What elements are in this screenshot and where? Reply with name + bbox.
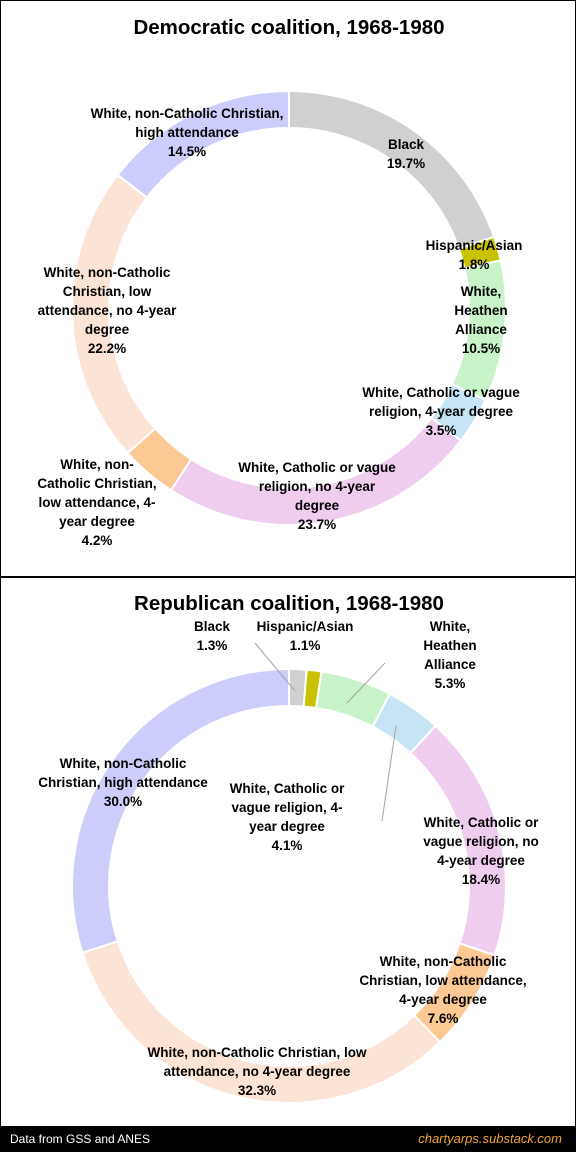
data-label-text: White, Catholic or vague [362, 385, 520, 400]
democratic-panel: Democratic coalition, 1968-1980 Black 19.… [0, 0, 576, 577]
data-label-text: White, Catholic or [230, 781, 345, 796]
data-label-text: attendance, no 4-year [38, 303, 178, 318]
leader-lines [254, 642, 397, 822]
data-label-text: Black [194, 619, 231, 634]
label-white-heathen-alliance: White, Heathen Alliance 5.3% [423, 619, 476, 691]
label-white-non-catholic-christian-low-attendance-4-year-degree: White, non-Catholic Christian, low attend… [359, 954, 526, 1026]
data-source-note: Data from GSS and ANES [10, 1132, 151, 1146]
data-label-value: 14.5% [168, 144, 206, 159]
data-label-text: White, non-Catholic Christian, [91, 106, 284, 121]
data-label-value: 23.7% [298, 517, 336, 532]
label-white-catholic-or-vague-religion-4-year-degree: White, Catholic or vague religion, 4-year… [362, 385, 520, 438]
donut-slices [71, 667, 507, 1104]
data-label-text: vague religion, no [423, 834, 539, 849]
label-white-non-catholic-christian-high-attendance: White, non-Catholic Christian, high atten… [91, 106, 284, 159]
label-white-catholic-or-vague-religion-no-4-year-degree: White, Catholic or vague religion, no 4-ye… [423, 815, 539, 887]
label-white-non-catholic-christian-low-attendance-no-4-year-degree: White, non-Catholic Christian, low attenda… [38, 265, 178, 356]
data-label-value: 4.2% [82, 533, 113, 548]
data-label-text: low attendance, 4- [38, 495, 155, 510]
data-label-text: White, [430, 619, 471, 634]
data-label-value: 1.8% [459, 257, 490, 272]
data-label-text: degree [85, 322, 130, 337]
data-label-text: degree [295, 498, 340, 513]
data-label-value: 19.7% [387, 156, 425, 171]
data-label-value: 18.4% [462, 872, 500, 887]
data-label-text: religion, 4-year degree [369, 404, 514, 419]
data-label-text: White, Catholic or [424, 815, 539, 830]
data-label-value: 1.1% [290, 638, 321, 653]
data-label-text: Hispanic/Asian [426, 238, 523, 253]
data-label-text: White, non- [60, 457, 133, 472]
label-white-non-catholic-christian-low-attendance-no-4-year-degree: White, non-Catholic Christian, low attend… [148, 1045, 367, 1098]
label-hispanic-asian: Hispanic/Asian 1.1% [257, 619, 354, 653]
label-hispanic-asian: Hispanic/Asian 1.8% [426, 238, 523, 272]
slice-labels: Black 1.3% Hispanic/Asian 1.1% White, Heathen… [38, 619, 539, 1098]
slice-labels: Black 19.7% Hispanic/Asian 1.8% White, Heathe… [37, 106, 522, 548]
data-label-value: 5.3% [435, 676, 466, 691]
republican-panel: Republican coalition, 1968-1980 Black 1.3… [0, 577, 576, 1127]
data-label-text: White, non-Catholic [380, 954, 507, 969]
data-label-text: Christian, low [63, 284, 152, 299]
data-label-text: Hispanic/Asian [257, 619, 354, 634]
data-label-text: attendance, no 4-year degree [164, 1064, 351, 1079]
data-label-value: 4.1% [272, 838, 303, 853]
data-label-text: Christian, high attendance [38, 775, 208, 790]
leader-line [346, 662, 386, 704]
data-label-text: Alliance [424, 657, 476, 672]
label-white-non-catholic-christian-low-attendance-4-year-degree: White, non- Catholic Christian, low attend… [37, 457, 156, 548]
slice-white-non-catholic-christian-high-attendance [71, 667, 290, 954]
label-black: Black 1.3% [194, 619, 231, 653]
data-label-value: 1.3% [197, 638, 228, 653]
data-label-text: 4-year degree [399, 992, 487, 1007]
data-label-text: White, non-Catholic [60, 756, 187, 771]
data-label-text: White, non-Catholic [44, 265, 171, 280]
leader-line [254, 642, 296, 692]
data-label-text: Alliance [455, 322, 507, 337]
data-label-text: Heathen [423, 638, 476, 653]
data-label-text: vague religion, 4- [231, 800, 342, 815]
chart-title: Republican coalition, 1968-1980 [134, 592, 444, 615]
data-label-text: year degree [59, 514, 135, 529]
data-label-value: 22.2% [88, 341, 126, 356]
data-label-value: 32.3% [238, 1083, 276, 1098]
slice-white-non-catholic-christian-high-attendance [116, 89, 290, 199]
leader-line [381, 725, 397, 822]
data-label-text: high attendance [135, 125, 239, 140]
data-label-text: White, Catholic or vague [238, 460, 396, 475]
data-label-text: religion, no 4-year [259, 479, 376, 494]
label-white-catholic-or-vague-religion-4-year-degree: White, Catholic or vague religion, 4- year… [230, 781, 345, 853]
label-white-catholic-or-vague-religion-no-4-year-degree: White, Catholic or vague religion, no 4-y… [238, 460, 396, 532]
data-label-value: 7.6% [428, 1011, 459, 1026]
data-label-text: Catholic Christian, [37, 476, 156, 491]
chart-title: Democratic coalition, 1968-1980 [133, 16, 444, 39]
label-black: Black 19.7% [387, 137, 425, 171]
data-label-text: 4-year degree [437, 853, 525, 868]
label-white-non-catholic-christian-high-attendance: White, non-Catholic Christian, high atten… [38, 756, 208, 809]
site-credit: chartyarps.substack.com [418, 1131, 562, 1146]
data-label-value: 10.5% [462, 341, 500, 356]
data-label-value: 30.0% [104, 794, 142, 809]
democratic-donut-chart: Democratic coalition, 1968-1980 Black 19.… [37, 16, 522, 548]
data-label-value: 3.5% [426, 423, 457, 438]
data-label-text: White, non-Catholic Christian, low [148, 1045, 367, 1060]
footer-bar: Data from GSS and ANES chartyarps.substa… [0, 1126, 576, 1152]
data-label-text: Heathen [454, 303, 507, 318]
republican-donut-chart: Republican coalition, 1968-1980 Black 1.3… [38, 592, 539, 1104]
data-label-text: White, [461, 284, 502, 299]
donut-slices [71, 89, 507, 526]
data-label-text: Black [388, 137, 425, 152]
data-label-text: Christian, low attendance, [359, 973, 526, 988]
label-white-heathen-alliance: White, Heathen Alliance 10.5% [454, 284, 507, 356]
data-label-text: year degree [249, 819, 325, 834]
